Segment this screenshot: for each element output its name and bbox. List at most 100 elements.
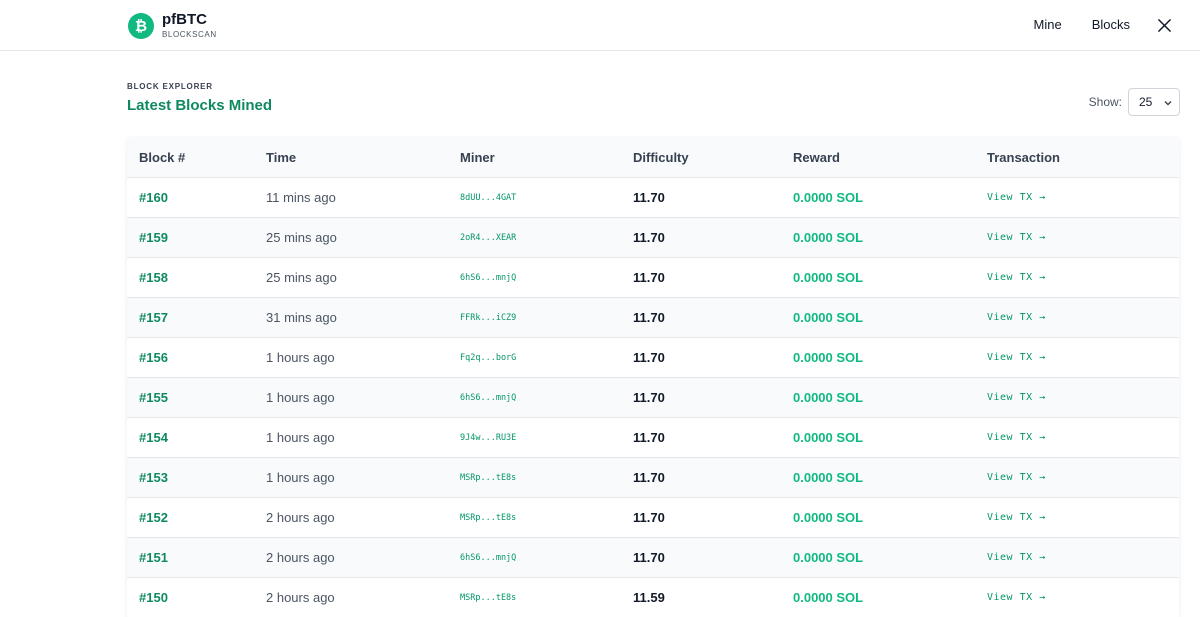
table-row: #150 2 hours ago MSRp...tE8s 11.59 0.0000 SO… (127, 578, 1179, 617)
miner-address-link[interactable]: 2oR4...XEAR (460, 232, 517, 243)
block-difficulty: 11.70 (633, 190, 665, 205)
block-reward: 0.0000 SOL (793, 430, 864, 445)
block-reward: 0.0000 SOL (793, 390, 864, 405)
table-row: #154 1 hours ago 9J4w...RU3E 11.70 0.0000 SO… (127, 418, 1179, 458)
header-transaction: Transaction (987, 150, 1060, 165)
block-number-link[interactable]: #154 (139, 430, 168, 445)
view-tx-link[interactable]: View TX → (987, 232, 1046, 243)
page-title: Latest Blocks Mined (127, 97, 273, 114)
show-label: Show: (1088, 95, 1122, 109)
block-time: 25 mins ago (266, 270, 337, 285)
miner-address-link[interactable]: MSRp...tE8s (460, 592, 517, 603)
block-time: 25 mins ago (266, 230, 337, 245)
nav-link-blocks[interactable]: Blocks (1091, 17, 1130, 32)
blocks-table: Block # Time Miner Difficulty Reward Tra… (127, 138, 1179, 617)
table-row: #160 11 mins ago 8dUU...4GAT 11.70 0.0000 SO… (127, 178, 1179, 218)
block-difficulty: 11.70 (633, 510, 665, 525)
table-row: #152 2 hours ago MSRp...tE8s 11.70 0.0000 SO… (127, 498, 1179, 538)
block-time: 2 hours ago (266, 590, 335, 605)
block-time: 2 hours ago (266, 510, 335, 525)
view-tx-link[interactable]: View TX → (987, 592, 1046, 603)
miner-address-link[interactable]: 6hS6...mnjQ (460, 272, 517, 283)
block-time: 11 mins ago (266, 190, 336, 205)
table-body: #160 11 mins ago 8dUU...4GAT 11.70 0.0000 SO… (127, 178, 1179, 617)
view-tx-link[interactable]: View TX → (987, 432, 1046, 443)
block-reward: 0.0000 SOL (793, 190, 864, 205)
header-time: Time (266, 150, 297, 165)
page-size-value: 25 (1139, 95, 1153, 109)
view-tx-link[interactable]: View TX → (987, 392, 1046, 403)
block-difficulty: 11.70 (633, 550, 665, 565)
view-tx-link[interactable]: View TX → (987, 552, 1046, 563)
view-tx-link[interactable]: View TX → (987, 472, 1046, 483)
block-time: 1 hours ago (266, 350, 335, 365)
miner-address-link[interactable]: MSRp...tE8s (460, 512, 517, 523)
miner-address-link[interactable]: 8dUU...4GAT (460, 192, 517, 203)
block-time: 31 mins ago (266, 310, 337, 325)
view-tx-link[interactable]: View TX → (987, 192, 1046, 203)
view-tx-link[interactable]: View TX → (987, 352, 1046, 363)
block-difficulty: 11.70 (633, 470, 665, 485)
block-time: 1 hours ago (266, 430, 335, 445)
view-tx-link[interactable]: View TX → (987, 272, 1046, 283)
chevron-down-icon (1163, 97, 1173, 107)
miner-address-link[interactable]: FFRk...iCZ9 (460, 312, 517, 323)
bitcoin-logo-icon: ₿ (128, 13, 154, 39)
miner-address-link[interactable]: MSRp...tE8s (460, 472, 517, 483)
block-number-link[interactable]: #159 (139, 230, 168, 245)
block-number-link[interactable]: #158 (139, 270, 168, 285)
table-row: #151 2 hours ago 6hS6...mnjQ 11.70 0.0000 SO… (127, 538, 1179, 578)
view-tx-link[interactable]: View TX → (987, 512, 1046, 523)
block-reward: 0.0000 SOL (793, 470, 864, 485)
brand-subtitle: BLOCKSCAN (162, 30, 217, 39)
block-number-link[interactable]: #150 (139, 590, 168, 605)
header-difficulty: Difficulty (633, 150, 689, 165)
block-time: 1 hours ago (266, 390, 335, 405)
block-number-link[interactable]: #156 (139, 350, 168, 365)
table-header: Block # Time Miner Difficulty Reward Tra… (127, 138, 1179, 178)
view-tx-link[interactable]: View TX → (987, 312, 1046, 323)
block-reward: 0.0000 SOL (793, 590, 864, 605)
block-difficulty: 11.70 (633, 430, 665, 445)
block-difficulty: 11.70 (633, 270, 665, 285)
brand-text: pfBTC BLOCKSCAN (162, 12, 217, 40)
block-difficulty: 11.59 (633, 590, 665, 605)
top-navbar: ₿ pfBTC BLOCKSCAN Mine Blocks (0, 0, 1200, 51)
block-reward: 0.0000 SOL (793, 270, 864, 285)
miner-address-link[interactable]: Fq2q...borG (460, 352, 517, 363)
block-number-link[interactable]: #151 (139, 550, 168, 565)
brand[interactable]: ₿ pfBTC BLOCKSCAN (128, 12, 217, 40)
main-nav: Mine Blocks (1004, 14, 1172, 36)
block-number-link[interactable]: #152 (139, 510, 168, 525)
table-row: #155 1 hours ago 6hS6...mnjQ 11.70 0.0000 SO… (127, 378, 1179, 418)
header-reward: Reward (793, 150, 840, 165)
block-number-link[interactable]: #157 (139, 310, 168, 325)
block-time: 2 hours ago (266, 550, 335, 565)
block-difficulty: 11.70 (633, 310, 665, 325)
block-reward: 0.0000 SOL (793, 550, 864, 565)
miner-address-link[interactable]: 6hS6...mnjQ (460, 392, 517, 403)
table-row: #159 25 mins ago 2oR4...XEAR 11.70 0.0000 SO… (127, 218, 1179, 258)
table-row: #158 25 mins ago 6hS6...mnjQ 11.70 0.0000 SO… (127, 258, 1179, 298)
miner-address-link[interactable]: 6hS6...mnjQ (460, 552, 517, 563)
block-time: 1 hours ago (266, 470, 335, 485)
block-number-link[interactable]: #155 (139, 390, 168, 405)
block-reward: 0.0000 SOL (793, 230, 864, 245)
brand-name: pfBTC (162, 11, 207, 28)
table-row: #156 1 hours ago Fq2q...borG 11.70 0.0000 SO… (127, 338, 1179, 378)
page-size-select[interactable]: 25 (1128, 88, 1180, 116)
nav-link-mine[interactable]: Mine (1033, 17, 1062, 32)
block-difficulty: 11.70 (633, 350, 665, 365)
block-difficulty: 11.70 (633, 390, 665, 405)
page-size-control: Show: 25 (1089, 88, 1180, 116)
x-icon[interactable] (1156, 17, 1172, 33)
block-number-link[interactable]: #153 (139, 470, 168, 485)
table-row: #153 1 hours ago MSRp...tE8s 11.70 0.0000 SO… (127, 458, 1179, 498)
table-row: #157 31 mins ago FFRk...iCZ9 11.70 0.0000 SO… (127, 298, 1179, 338)
page-eyebrow: BLOCK EXPLORER (127, 82, 213, 91)
block-difficulty: 11.70 (633, 230, 665, 245)
block-number-link[interactable]: #160 (139, 190, 168, 205)
miner-address-link[interactable]: 9J4w...RU3E (460, 432, 517, 443)
block-reward: 0.0000 SOL (793, 510, 864, 525)
block-reward: 0.0000 SOL (793, 350, 864, 365)
